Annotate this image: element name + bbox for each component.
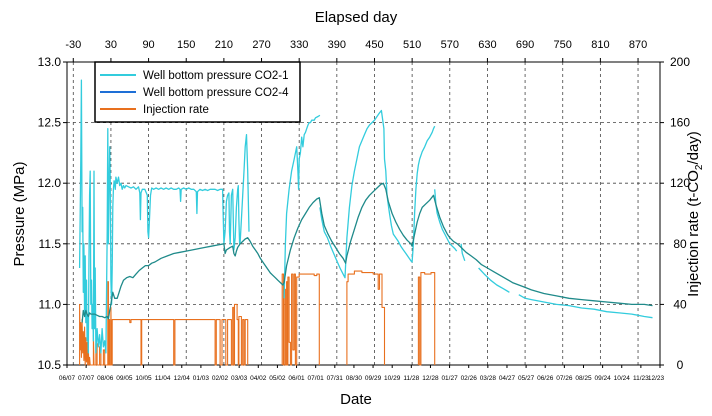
top-tick-label: -30 xyxy=(65,39,81,51)
date-tick-label: 08/25 xyxy=(575,375,592,382)
right-tick-label: 120 xyxy=(670,176,690,190)
series-line-segment xyxy=(434,189,458,252)
right-tick-label: 200 xyxy=(670,55,690,69)
date-tick-label: 12/23 xyxy=(648,375,665,382)
date-tick-label: 08/06 xyxy=(97,375,114,382)
date-tick-label: 08/30 xyxy=(346,375,363,382)
date-tick-label: 05/27 xyxy=(518,375,535,382)
series-line-segment xyxy=(81,182,653,323)
top-tick-label: 330 xyxy=(290,39,308,51)
date-tick-label: 07/07 xyxy=(78,375,95,382)
top-tick-label: 390 xyxy=(328,39,346,51)
date-tick-label: 12/04 xyxy=(174,375,191,382)
left-tick-label: 12.0 xyxy=(38,176,62,190)
date-tick-label: 06/07 xyxy=(59,375,76,382)
date-tick-label: 02/26 xyxy=(461,375,478,382)
date-tick-label: 04/27 xyxy=(499,375,516,382)
legend-label: Well bottom pressure CO2-1 xyxy=(143,70,289,82)
date-tick-label: 05/02 xyxy=(269,375,286,382)
x-axis-title: Date xyxy=(340,391,372,408)
series-injection-rate xyxy=(79,270,436,366)
top-axis-ticks: -30 30 90 150 210 270 330 390 450 510 570 630 690 750… xyxy=(65,39,647,62)
top-tick-label: 210 xyxy=(215,39,233,51)
date-tick-label: 11/04 xyxy=(155,375,171,382)
series-line-segment xyxy=(79,281,249,366)
top-tick-label: 30 xyxy=(105,39,117,51)
date-tick-label: 02/02 xyxy=(212,375,229,382)
top-axis-title: Elapsed day xyxy=(315,9,398,26)
left-tick-label: 10.5 xyxy=(38,358,62,372)
date-tick-label: 09/05 xyxy=(116,375,133,382)
date-tick-label: 01/27 xyxy=(441,375,458,382)
date-tick-label: 09/24 xyxy=(594,375,611,382)
date-tick-label: 07/01 xyxy=(308,375,325,382)
date-tick-label: 01/03 xyxy=(193,375,210,382)
left-tick-label: 12.5 xyxy=(38,116,62,130)
top-tick-label: 150 xyxy=(177,39,195,51)
date-tick-label: 03/28 xyxy=(480,375,497,382)
series-line-segment xyxy=(319,109,436,279)
top-tick-label: 450 xyxy=(365,39,383,51)
date-tick-label: 07/26 xyxy=(556,375,573,382)
date-tick-label: 10/24 xyxy=(614,375,631,382)
top-tick-label: 630 xyxy=(478,39,496,51)
right-axis-ticks: 0 40 80 120 160 200 xyxy=(660,55,690,372)
left-axis-ticks: 10.5 11.0 11.5 12.0 12.5 13.0 xyxy=(38,55,67,372)
date-tick-label: 07/31 xyxy=(327,375,344,382)
date-tick-label: 11/23 xyxy=(633,375,649,382)
date-tick-label: 10/29 xyxy=(384,375,401,382)
date-tick-label: 10/05 xyxy=(135,375,152,382)
top-tick-label: 870 xyxy=(629,39,647,51)
top-tick-label: 750 xyxy=(554,39,572,51)
date-tick-label: 11/28 xyxy=(403,375,419,382)
series-line-segment xyxy=(78,79,250,354)
series-layer xyxy=(78,79,653,366)
top-tick-label: 570 xyxy=(441,39,459,51)
right-tick-label: 160 xyxy=(670,116,690,130)
left-tick-label: 13.0 xyxy=(38,55,62,69)
right-tick-label: 40 xyxy=(673,297,687,311)
series-line-segment xyxy=(281,273,320,366)
series-line-segment xyxy=(518,294,653,319)
y-axis-right-title-subscript: 2 xyxy=(694,164,705,170)
series-line-segment xyxy=(283,114,321,299)
top-tick-label: 690 xyxy=(516,39,534,51)
date-axis-ticks: 06/07 07/07 08/06 09/05 10/05 11/04 12/04 01/03… xyxy=(59,365,665,382)
top-tick-label: 270 xyxy=(252,39,270,51)
legend: Well bottom pressure CO2-1 Well bottom pr… xyxy=(94,61,301,123)
legend-label: Well bottom pressure CO2-4 xyxy=(143,87,289,99)
date-tick-label: 03/03 xyxy=(231,375,248,382)
legend-label: Injection rate xyxy=(143,104,209,116)
legend-items: Well bottom pressure CO2-1 Well bottom pr… xyxy=(100,70,289,116)
y-axis-right-title: Injection rate (t-CO2/day) xyxy=(685,131,705,297)
date-tick-label: 09/29 xyxy=(365,375,382,382)
date-tick-label: 06/01 xyxy=(288,375,305,382)
left-tick-label: 11.0 xyxy=(39,297,62,311)
top-tick-label: 810 xyxy=(591,39,609,51)
right-tick-label: 80 xyxy=(673,237,687,251)
series-line-segment xyxy=(478,267,510,293)
right-tick-label: 0 xyxy=(677,358,684,372)
series-co2-4 xyxy=(81,182,653,323)
top-tick-label: 90 xyxy=(142,39,154,51)
y-axis-right-title-main: Injection rate (t-CO xyxy=(685,170,702,297)
y-axis-left-title: Pressure (MPa) xyxy=(11,161,28,266)
series-line-segment xyxy=(346,270,386,365)
left-tick-label: 11.5 xyxy=(39,237,62,251)
top-tick-label: 510 xyxy=(403,39,421,51)
date-tick-label: 04/02 xyxy=(250,375,267,382)
date-tick-label: 12/28 xyxy=(422,375,439,382)
plot-frame xyxy=(66,61,661,366)
y-axis-right-title-tail: /day) xyxy=(685,131,702,164)
date-tick-label: 06/26 xyxy=(537,375,554,382)
series-line-segment xyxy=(417,272,436,366)
